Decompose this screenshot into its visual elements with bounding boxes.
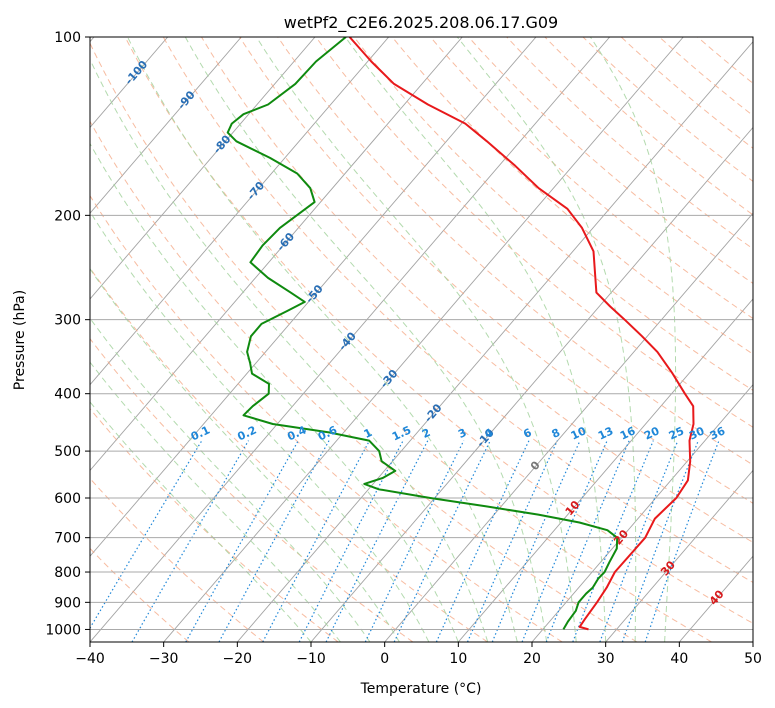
- x-axis-title: Temperature (°C): [360, 681, 482, 697]
- moist-adiabat-line: [90, 58, 489, 642]
- x-tick-label: 0: [380, 651, 389, 667]
- mixing-ratio-line: [185, 440, 299, 642]
- mixing-ratio-line: [521, 440, 608, 642]
- grid-layer: [90, 37, 753, 642]
- moist-adiabat-line: [589, 37, 677, 642]
- moist-adiabat-line: [90, 210, 430, 642]
- y-tick-label: 100: [54, 30, 81, 46]
- mixing-ratio-line: [621, 440, 699, 642]
- mixing-ratio-label: 10: [569, 424, 589, 442]
- y-tick-label: 1000: [45, 622, 81, 638]
- dry-adiabat-line: [90, 337, 414, 642]
- dry-adiabat-line: [277, 37, 753, 466]
- mixing-ratio-line: [90, 440, 203, 630]
- temperature-profile-line: [348, 37, 695, 631]
- y-tick-label: 800: [54, 565, 81, 581]
- x-tick-label: 10: [449, 651, 467, 667]
- isotherm-line: [310, 126, 753, 642]
- isotherm-line: [90, 37, 537, 557]
- isotherm-line: [163, 37, 684, 642]
- plot-frame: [89, 36, 754, 643]
- mixing-ratio-label: 36: [708, 424, 728, 442]
- dry-adiabat-line: [162, 37, 753, 583]
- x-tick-label: 40: [670, 651, 688, 667]
- dry-adiabat-line: [90, 407, 339, 642]
- moist-adiabat-line: [90, 142, 459, 642]
- dry-adiabat-line: [430, 37, 753, 320]
- mixing-ratio-line: [644, 440, 720, 642]
- x-tick-label: −40: [75, 651, 105, 667]
- chart-title: wetPf2_C2E6.2025.208.06.17.G09: [284, 13, 558, 33]
- mixing-ratio-label: 30: [687, 424, 707, 442]
- dry-adiabat-line: [315, 37, 753, 428]
- dry-adiabat-line: [353, 37, 753, 391]
- series-layer: [226, 37, 695, 631]
- axis-ticks: −40 −30 −20 −10 0 10 20 30 40 50 100 200 300 400 500 60…: [45, 30, 762, 667]
- mixing-ratio-line: [131, 440, 250, 642]
- mixing-ratio-label: 16: [618, 424, 638, 442]
- isotherm-line: [90, 37, 242, 214]
- isotherm-line: [90, 37, 390, 386]
- moist-adiabat-line: [127, 37, 518, 642]
- mixing-ratio-line: [491, 440, 581, 642]
- moist-adiabat-line: [90, 401, 312, 642]
- y-tick-label: 200: [54, 208, 81, 224]
- dry-adiabat-line: [90, 267, 488, 642]
- mixing-ratio-label: 13: [596, 424, 615, 442]
- x-tick-label: −10: [296, 651, 326, 667]
- dewpoint-profile-line: [226, 37, 619, 630]
- moist-adiabat-line: [90, 317, 371, 642]
- moist-adiabat-line: [456, 37, 637, 642]
- dry-adiabat-line: [239, 37, 753, 504]
- y-tick-label: 400: [54, 387, 81, 403]
- x-tick-label: 50: [744, 651, 762, 667]
- dry-adiabat-line: [90, 194, 563, 642]
- mixing-ratio-label: 25: [667, 424, 686, 442]
- isotherm-line: [90, 37, 611, 642]
- x-tick-label: 20: [523, 651, 541, 667]
- dry-adiabat-line: [90, 477, 264, 642]
- dry-adiabat-line: [201, 37, 753, 543]
- mixing-ratio-line: [435, 440, 530, 642]
- y-tick-label: 600: [54, 491, 81, 507]
- mixing-ratio-line: [364, 440, 465, 642]
- dry-adiabat-line: [124, 37, 753, 624]
- mixing-ratio-line: [466, 440, 558, 642]
- isotherm-line: [236, 40, 753, 642]
- moist-adiabat-line: [255, 37, 577, 642]
- dry-adiabat-line: [90, 547, 190, 642]
- x-tick-label: −30: [149, 651, 179, 667]
- y-tick-label: 500: [54, 444, 81, 460]
- y-tick-label: 900: [54, 595, 81, 611]
- y-tick-label: 300: [54, 313, 81, 329]
- y-tick-label: 700: [54, 531, 81, 547]
- isotherm-line: [90, 37, 463, 472]
- mixing-ratio-line: [218, 440, 330, 642]
- dry-adiabat-line: [90, 42, 712, 642]
- isotherm-line: [457, 298, 753, 642]
- isotherm-line: [605, 469, 753, 642]
- x-tick-label: −20: [223, 651, 253, 667]
- mixing-ratio-label: 20: [642, 424, 662, 442]
- moist-adiabat-line: [344, 37, 607, 642]
- y-axis-title: Pressure (hPa): [12, 290, 28, 390]
- isotherm-line: [90, 37, 316, 300]
- moist-adiabat-line: [90, 361, 341, 642]
- dry-adiabat-line: [391, 37, 753, 355]
- moist-adiabat-line: [90, 267, 400, 642]
- mixing-ratio-line: [325, 440, 429, 642]
- isotherm-line: [531, 384, 753, 642]
- x-tick-label: 30: [597, 651, 615, 667]
